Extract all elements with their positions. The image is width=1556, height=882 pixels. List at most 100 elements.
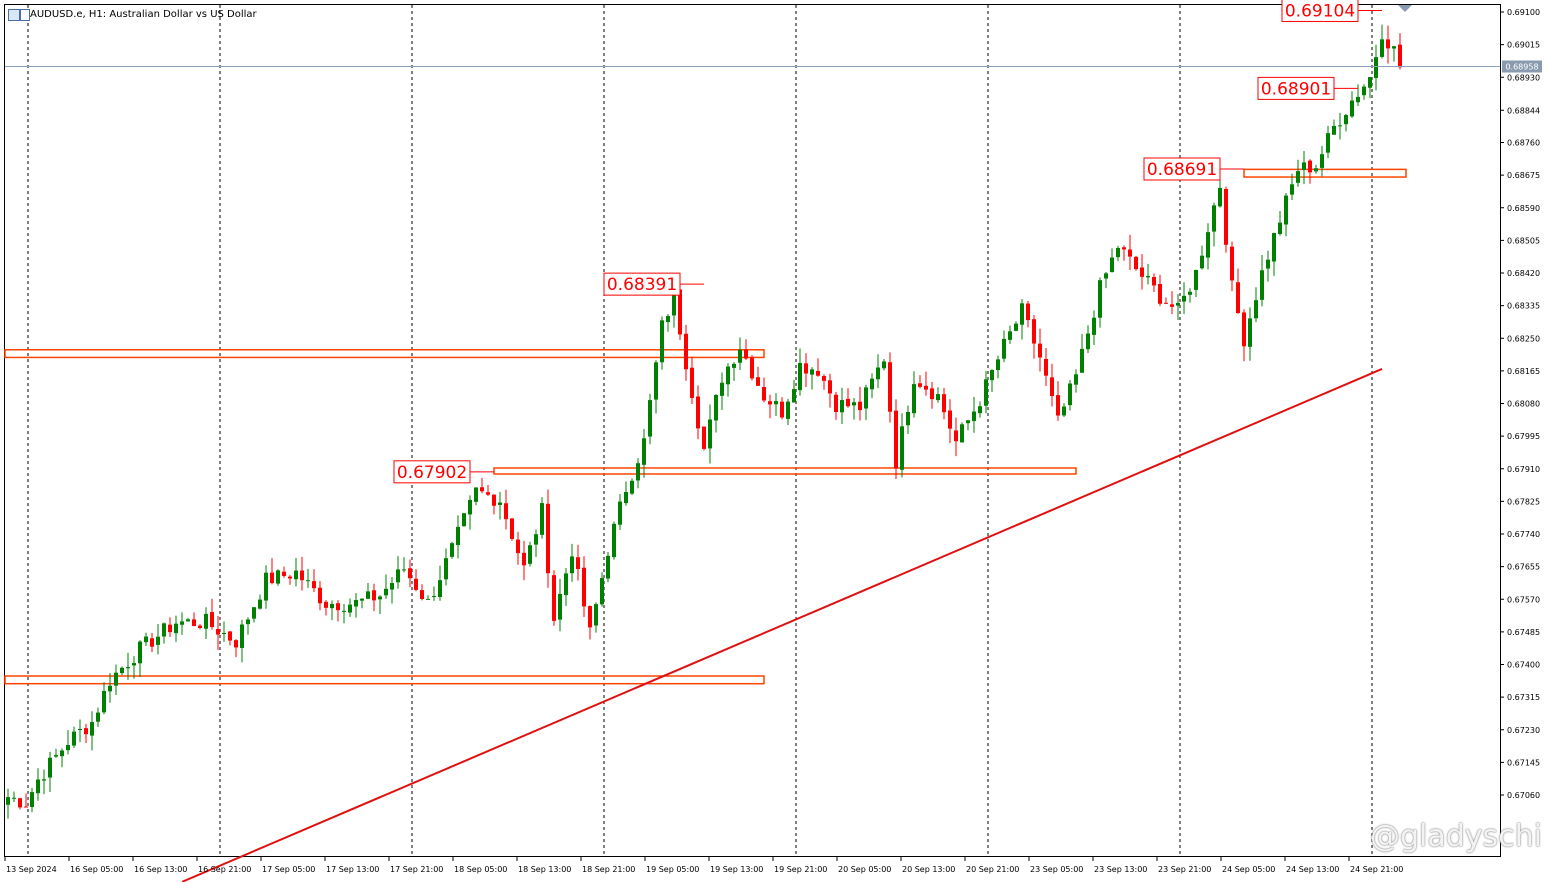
candle-body xyxy=(984,379,988,406)
candle-body xyxy=(1398,44,1402,68)
candle-body xyxy=(840,400,844,413)
candle-body xyxy=(78,728,82,730)
candle-body xyxy=(1200,255,1204,269)
candle-body xyxy=(1152,277,1156,286)
candle-body xyxy=(624,492,628,504)
candle-body xyxy=(198,625,202,628)
candle-body xyxy=(498,502,502,505)
y-tick-label: 0.68420 xyxy=(1507,269,1540,278)
candle-body xyxy=(1020,303,1024,325)
candle-body xyxy=(702,426,706,449)
y-tick-label: 0.67315 xyxy=(1507,693,1540,702)
price-tag: 0.68958 xyxy=(1502,60,1542,73)
candle-body xyxy=(252,607,256,619)
annotation-label: 0.68901 xyxy=(1261,79,1331,99)
price-annotations: 0.68391 0.67902 0.68691 0.68901 0.69104 xyxy=(393,0,1382,484)
candle-body xyxy=(870,378,874,390)
price-axis[interactable]: 0.69100 0.69015 0.68930 0.68844 0.68760 0.686… xyxy=(1500,8,1540,800)
candle-body xyxy=(672,290,676,316)
candle-body xyxy=(846,398,850,407)
plot-border xyxy=(4,4,1501,857)
candle-body xyxy=(822,376,826,381)
candles xyxy=(6,24,1402,819)
candle-body xyxy=(90,722,94,736)
candle-body xyxy=(960,424,964,443)
candle-body xyxy=(420,590,424,599)
candle-body xyxy=(720,382,724,396)
y-tick-label: 0.68844 xyxy=(1507,106,1540,115)
y-tick-label: 0.68080 xyxy=(1507,400,1540,409)
candle-body xyxy=(1122,247,1126,250)
candle-body xyxy=(930,388,934,400)
candle-body xyxy=(480,487,484,492)
candle-body xyxy=(348,604,352,613)
candle-body xyxy=(456,526,460,546)
candle-body xyxy=(1392,46,1396,49)
candle-body xyxy=(132,663,136,666)
candle-body xyxy=(666,316,670,323)
candle-body xyxy=(1242,312,1246,347)
candle-body xyxy=(618,501,622,525)
candle-body xyxy=(486,492,490,495)
candle-body xyxy=(1146,275,1150,278)
candle-body xyxy=(816,370,820,376)
candle-body xyxy=(48,757,52,778)
candle-body xyxy=(36,779,40,794)
candle-body xyxy=(336,603,340,611)
y-tick-label: 0.69100 xyxy=(1507,8,1540,17)
candle-body xyxy=(882,361,886,369)
ascending-trendline[interactable] xyxy=(181,368,1383,882)
y-tick-label: 0.68760 xyxy=(1507,139,1540,148)
candle-body xyxy=(294,570,298,580)
y-tick-label: 0.67060 xyxy=(1507,791,1540,800)
candle-body xyxy=(708,419,712,449)
candle-body xyxy=(186,619,190,622)
candle-body xyxy=(936,394,940,401)
x-tick-label: 20 Sep 13:00 xyxy=(902,865,955,874)
scroll-marker-icon[interactable] xyxy=(1398,5,1412,12)
x-tick-label: 17 Sep 13:00 xyxy=(326,865,379,874)
candle-body xyxy=(258,599,262,609)
annotation-box xyxy=(1143,157,1221,181)
support-resistance-zones xyxy=(4,168,1407,685)
candle-body xyxy=(150,638,154,647)
time-axis[interactable]: 13 Sep 2024 16 Sep 05:00 16 Sep 13:00 16 Se… xyxy=(4,856,1403,874)
candle-body xyxy=(1068,383,1072,406)
candle-body xyxy=(552,575,556,621)
candle-body xyxy=(1284,195,1288,225)
chart-type-icon[interactable] xyxy=(20,9,30,21)
candle-body xyxy=(1098,280,1102,318)
candle-body xyxy=(696,396,700,429)
candle-body xyxy=(900,426,904,470)
candle-body xyxy=(786,401,790,419)
candle-body xyxy=(210,612,214,628)
candle-body xyxy=(606,555,610,579)
annotation-box xyxy=(393,460,471,484)
candle-body xyxy=(948,410,952,429)
candle-body xyxy=(138,641,142,664)
x-tick-label: 20 Sep 21:00 xyxy=(966,865,1019,874)
candle-body xyxy=(1182,295,1186,302)
candle-body xyxy=(1230,246,1234,281)
y-tick-label: 0.68250 xyxy=(1507,334,1540,343)
candle-body xyxy=(384,588,388,596)
candle-body xyxy=(276,570,280,584)
window-icon[interactable] xyxy=(8,9,20,21)
candle-body xyxy=(1206,232,1210,258)
candle-body xyxy=(912,384,916,414)
candle-body xyxy=(636,463,640,481)
candle-body xyxy=(222,632,226,634)
candle-body xyxy=(522,552,526,566)
candle-body xyxy=(1062,406,1066,416)
x-tick-label: 19 Sep 13:00 xyxy=(710,865,763,874)
x-tick-label: 19 Sep 05:00 xyxy=(646,865,699,874)
y-tick-label: 0.67655 xyxy=(1507,563,1540,572)
candle-body xyxy=(1248,318,1252,347)
candle-body xyxy=(1194,269,1198,290)
candle-body xyxy=(192,619,196,627)
candle-body xyxy=(1386,39,1390,49)
candle-body xyxy=(1332,125,1336,135)
candle-body xyxy=(1338,125,1342,127)
candle-body xyxy=(888,362,892,412)
